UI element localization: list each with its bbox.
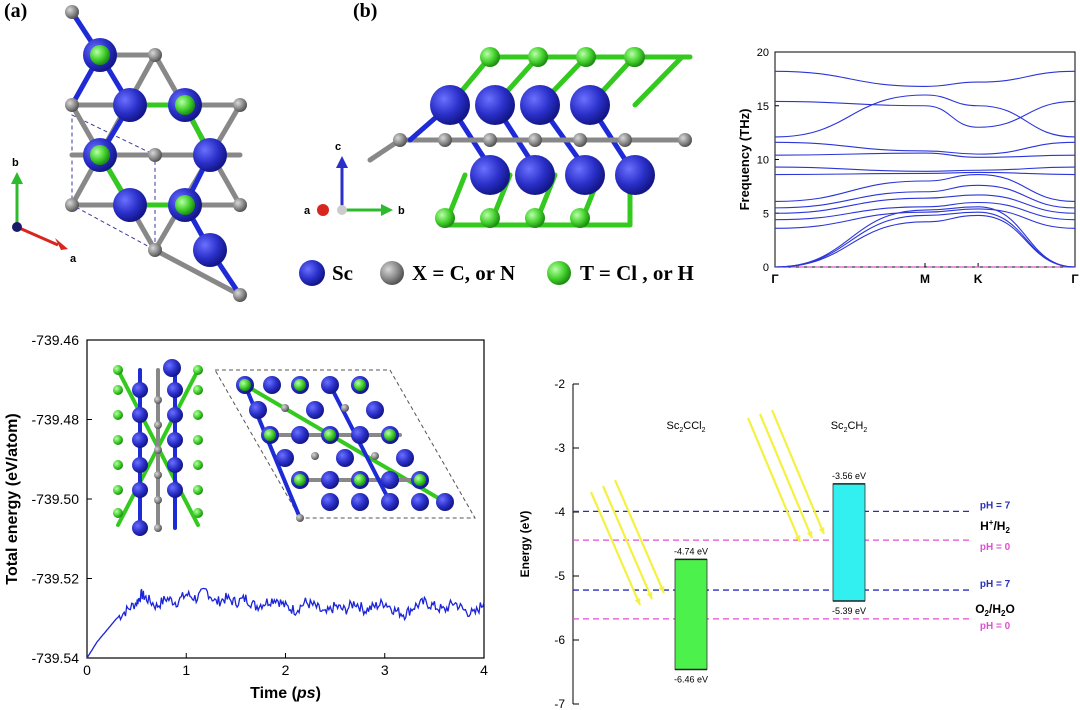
phonon-ytick-label: 15 <box>757 101 769 113</box>
md-xlabel: Time (ps) <box>250 685 321 702</box>
light-arrow <box>589 491 642 606</box>
md-inset-top-structure <box>214 369 476 522</box>
phonon-band-band3 <box>774 206 1076 268</box>
band-couple-o: O2/H2O <box>975 602 1015 618</box>
axis-b-label-a: b <box>12 157 19 169</box>
phonon-band-band13 <box>774 94 1076 138</box>
phonon-band-band8 <box>774 173 1076 202</box>
md-ylabel: Total energy (eV/atom) <box>4 413 21 584</box>
panel-b-label: (b) <box>353 0 378 22</box>
axis-b-label-b: b <box>398 205 405 217</box>
band-bar-Sc2CH2 <box>832 483 866 602</box>
phonon-band-band4 <box>774 208 1076 229</box>
md-ytick-label: -739.52 <box>32 571 80 587</box>
light-arrow <box>613 479 666 594</box>
phonon-dispersion-chart: 0 5 10 15 20 Γ M K Γ Frequency (THz) <box>737 47 1079 286</box>
light-arrow-head <box>794 535 801 542</box>
md-energy-trace <box>86 587 485 659</box>
phonon-ytick-label: 20 <box>757 47 769 59</box>
light-arrow-head <box>634 598 641 605</box>
legend-t-label: T = Cl , or H <box>580 261 694 285</box>
light-arrow-head <box>658 586 665 593</box>
phonon-band-band5 <box>774 201 1076 221</box>
atoms-a <box>65 5 247 302</box>
band-ytick-label: -3 <box>554 441 565 455</box>
phonon-band-band11 <box>774 152 1076 158</box>
phonon-kpoint-label: K <box>974 272 983 286</box>
phonon-band-band10 <box>774 166 1076 172</box>
axes-indicator-b <box>317 156 393 216</box>
phonon-ytick-label: 10 <box>757 155 769 167</box>
phonon-kpoint-label: Γ <box>771 272 779 286</box>
band-category-label: Sc2CH2 <box>831 420 868 434</box>
phonon-band-band12 <box>774 141 1076 155</box>
band-bar-top-label: -4.74 eV <box>674 546 708 556</box>
legend-sc-label: Sc <box>332 261 353 285</box>
band-couple-h: H+/H2 <box>980 518 1010 535</box>
phonon-kpoint-label: M <box>920 272 930 286</box>
band-ref-label: pH = 7 <box>980 579 1011 590</box>
x-legend-icon <box>380 261 404 285</box>
md-xtick-label: 2 <box>282 662 290 678</box>
md-energy-chart: -739.54 -739.52 -739.50 -739.48 -739.46 0 1 2 3 4… <box>4 332 488 702</box>
band-ytick-label: -7 <box>554 697 565 710</box>
sc-legend-icon <box>299 260 325 286</box>
structure-b-side-view: c a b <box>304 47 693 228</box>
light-arrow <box>746 417 802 543</box>
light-arrow <box>601 485 654 600</box>
unit-cell-outline <box>71 114 156 251</box>
light-arrow-head <box>646 592 653 599</box>
phonon-band-band15 <box>774 70 1076 87</box>
band-ytick-label: -2 <box>554 377 565 391</box>
band-ylabel: Energy (eV) <box>518 511 532 578</box>
phonon-band-band1 <box>774 214 1076 268</box>
phonon-band-band14 <box>774 100 1076 128</box>
band-ytick-label: -5 <box>554 569 565 583</box>
phonon-band-band2 <box>774 211 1076 268</box>
band-category-label: Sc2CCl2 <box>667 420 706 434</box>
atom-legend: Sc X = C, or N T = Cl , or H <box>297 258 717 288</box>
axis-a-label-b: a <box>304 205 311 217</box>
band-ytick-label: -4 <box>554 505 565 519</box>
light-arrow-head <box>806 531 813 538</box>
band-ref-label: pH = 0 <box>980 542 1011 553</box>
legend-x-label: X = C, or N <box>412 261 516 285</box>
phonon-band-band9 <box>774 171 1076 176</box>
phonon-ytick-label: 5 <box>763 208 769 220</box>
light-arrow-head <box>818 527 825 534</box>
md-inset-side-structure <box>113 359 203 536</box>
band-ref-label: pH = 7 <box>980 500 1011 511</box>
md-xtick-label: 4 <box>480 662 488 678</box>
axis-a-label-a: a <box>70 253 77 265</box>
band-bar-bottom-label: -5.39 eV <box>832 606 866 616</box>
phonon-ytick-label: 0 <box>763 262 769 274</box>
md-ytick-label: -739.50 <box>32 491 80 507</box>
band-bar-top-label: -3.56 eV <box>832 471 866 481</box>
band-bar-Sc2CCl2 <box>674 558 708 670</box>
md-ytick-label: -739.54 <box>32 650 80 666</box>
structure-a-top-view: b a <box>11 5 247 302</box>
band-ref-label: pH = 0 <box>980 621 1011 632</box>
phonon-ylabel: Frequency (THz) <box>737 109 752 211</box>
phonon-band-band6 <box>774 194 1076 214</box>
band-ytick-label: -6 <box>554 633 565 647</box>
md-xtick-label: 3 <box>381 662 389 678</box>
panel-a-label: (a) <box>4 0 28 22</box>
md-ytick-label: -739.46 <box>32 332 80 348</box>
light-arrow <box>770 409 826 535</box>
axes-indicator-a <box>11 172 68 250</box>
atoms-b <box>393 47 692 228</box>
band-alignment-chart: -2 -3 -4 -5 -6 -7 Energy (eV) pH = 7 pH = 0 pH = … <box>518 377 1015 710</box>
md-ytick-label: -739.48 <box>32 412 80 428</box>
md-xtick-label: 1 <box>182 662 190 678</box>
phonon-band-band7 <box>774 184 1076 209</box>
phonon-plot-frame <box>774 51 1076 268</box>
light-arrow <box>758 413 814 539</box>
axis-c-label-b: c <box>335 141 341 153</box>
md-xtick-label: 0 <box>83 662 91 678</box>
phonon-kpoint-label: Γ <box>1071 272 1079 286</box>
t-legend-icon <box>547 261 571 285</box>
band-bar-bottom-label: -6.46 eV <box>674 674 708 684</box>
